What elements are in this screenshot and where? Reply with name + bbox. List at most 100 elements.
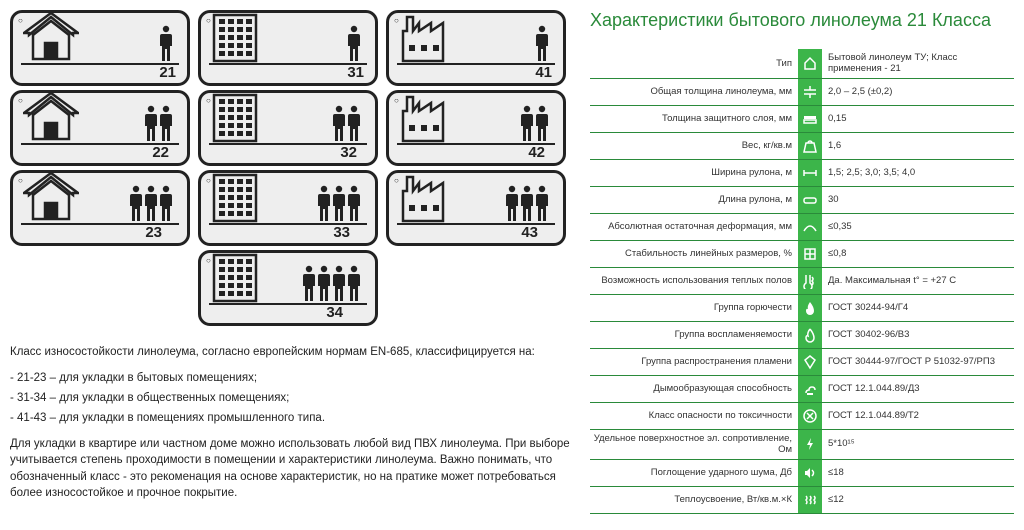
spec-row: Удельное поверхностное эл. сопротивление… — [590, 430, 1014, 460]
class-tile-22: ○22 — [10, 90, 190, 166]
spec-label: Возможность использования теплых полов — [590, 268, 798, 294]
spec-value: 0,15 — [822, 106, 1014, 132]
spec-value: ГОСТ 12.1.044.89/Т2 — [822, 403, 1014, 429]
spec-label: Дымообразующая способность — [590, 376, 798, 402]
class-tile-34: ○34 — [198, 250, 378, 326]
spec-row: Дымообразующая способность ГОСТ 12.1.044.… — [590, 376, 1014, 403]
office-icon — [211, 253, 259, 303]
fire-icon — [798, 295, 822, 321]
desc-bullet: - 41-43 – для укладки в помещениях промы… — [10, 410, 570, 426]
spec-label: Класс опасности по токсичности — [590, 403, 798, 429]
people-icon — [505, 185, 549, 223]
spec-value: ≤12 — [822, 487, 1014, 513]
home-icon — [798, 49, 822, 78]
spec-row: Стабильность линейных размеров, % ≤0,8 — [590, 241, 1014, 268]
spec-row: Возможность использования теплых полов Да… — [590, 268, 1014, 295]
class-tile-32: ○32 — [198, 90, 378, 166]
layer-icon — [798, 106, 822, 132]
spec-label: Общая толщина линолеума, мм — [590, 79, 798, 105]
people-icon — [317, 185, 361, 223]
length-icon — [798, 187, 822, 213]
spec-row: Общая толщина линолеума, мм2,0 – 2,5 (±0… — [590, 79, 1014, 106]
spec-value: Да. Максимальная t° = +27 C — [822, 268, 1014, 294]
desc-intro: Класс износостойкости линолеума, согласн… — [10, 344, 570, 360]
spec-row: Длина рулона, м 30 — [590, 187, 1014, 214]
flame-icon — [798, 322, 822, 348]
spec-label: Тип — [590, 49, 798, 78]
spec-row: Группа распространения пламени ГОСТ 30444… — [590, 349, 1014, 376]
people-icon — [302, 265, 361, 303]
factory-icon — [399, 173, 455, 223]
thickness-icon — [798, 79, 822, 105]
class-number: 32 — [340, 144, 357, 161]
office-icon — [211, 13, 259, 63]
people-icon — [159, 25, 173, 63]
class-tile-23: ○23 — [10, 170, 190, 246]
house-icon — [23, 173, 79, 223]
deform-icon — [798, 214, 822, 240]
factory-icon — [399, 93, 455, 143]
spec-label: Теплоусвоение, Вт/кв.м.×К — [590, 487, 798, 513]
toxic-icon — [798, 403, 822, 429]
specs-table: Тип Бытовой линолеум ТУ; Класс применения… — [590, 49, 1014, 514]
smoke-icon — [798, 376, 822, 402]
weight-icon — [798, 133, 822, 159]
specs-title: Характеристики бытового линолеума 21 Кла… — [590, 10, 1014, 31]
people-icon — [332, 105, 361, 143]
class-number: 21 — [159, 64, 176, 81]
spec-value: ГОСТ 30244-94/Г4 — [822, 295, 1014, 321]
spec-label: Группа горючести — [590, 295, 798, 321]
spec-value: 5*10¹⁵ — [822, 430, 1014, 459]
people-icon — [144, 105, 173, 143]
spec-label: Поглощение ударного шума, Дб — [590, 460, 798, 486]
spec-label: Длина рулона, м — [590, 187, 798, 213]
class-icons-grid: ○21○31○41○22○32○42○23○33○43○34 — [10, 10, 570, 326]
spec-value: 30 — [822, 187, 1014, 213]
spec-value: ГОСТ 30402-96/В3 — [822, 322, 1014, 348]
spec-value: Бытовой линолеум ТУ; Класс применения - … — [822, 49, 1014, 78]
desc-bullet: - 21-23 – для укладки в бытовых помещени… — [10, 370, 570, 386]
people-icon — [535, 25, 549, 63]
spec-row: Ширина рулона, м 1,5; 2,5; 3,0; 3,5; 4,0 — [590, 160, 1014, 187]
class-number: 43 — [521, 224, 538, 241]
people-icon — [347, 25, 361, 63]
desc-paragraph: Для укладки в квартире или частном доме … — [10, 436, 570, 500]
spec-row: Поглощение ударного шума, Дб ≤18 — [590, 460, 1014, 487]
spread-icon — [798, 349, 822, 375]
class-tile-42: ○42 — [386, 90, 566, 166]
spec-value: ГОСТ 12.1.044.89/Д3 — [822, 376, 1014, 402]
spec-value: ≤18 — [822, 460, 1014, 486]
house-icon — [23, 93, 79, 143]
spec-row: Вес, кг/кв.м1,6 — [590, 133, 1014, 160]
elec-icon — [798, 430, 822, 459]
spec-row: Толщина защитного слоя, мм0,15 — [590, 106, 1014, 133]
class-number: 22 — [152, 144, 169, 161]
class-number: 42 — [528, 144, 545, 161]
desc-bullet: - 31-34 – для укладки в общественных пом… — [10, 390, 570, 406]
spec-label: Группа распространения пламени — [590, 349, 798, 375]
spec-label: Вес, кг/кв.м — [590, 133, 798, 159]
class-tile-21: ○21 — [10, 10, 190, 86]
factory-icon — [399, 13, 455, 63]
spec-row: Тип Бытовой линолеум ТУ; Класс применения… — [590, 49, 1014, 79]
office-icon — [211, 173, 259, 223]
width-icon — [798, 160, 822, 186]
spec-row: Группа воспламеняемости ГОСТ 30402-96/В3 — [590, 322, 1014, 349]
spec-label: Стабильность линейных размеров, % — [590, 241, 798, 267]
spec-row: Класс опасности по токсичности ГОСТ 12.1.… — [590, 403, 1014, 430]
spec-row: Абсолютная остаточная деформация, мм≤0,3… — [590, 214, 1014, 241]
people-icon — [129, 185, 173, 223]
class-number: 33 — [333, 224, 350, 241]
spec-label: Удельное поверхностное эл. сопротивление… — [590, 430, 798, 459]
spec-label: Группа воспламеняемости — [590, 322, 798, 348]
class-tile-33: ○33 — [198, 170, 378, 246]
spec-row: Группа горючести ГОСТ 30244-94/Г4 — [590, 295, 1014, 322]
description-block: Класс износостойкости линолеума, согласн… — [10, 344, 570, 501]
spec-value: ≤0,8 — [822, 241, 1014, 267]
spec-value: ГОСТ 30444-97/ГОСТ Р 51032-97/РП3 — [822, 349, 1014, 375]
spec-value: 1,5; 2,5; 3,0; 3,5; 4,0 — [822, 160, 1014, 186]
class-tile-43: ○43 — [386, 170, 566, 246]
class-number: 31 — [347, 64, 364, 81]
sound-icon — [798, 460, 822, 486]
spec-label: Ширина рулона, м — [590, 160, 798, 186]
